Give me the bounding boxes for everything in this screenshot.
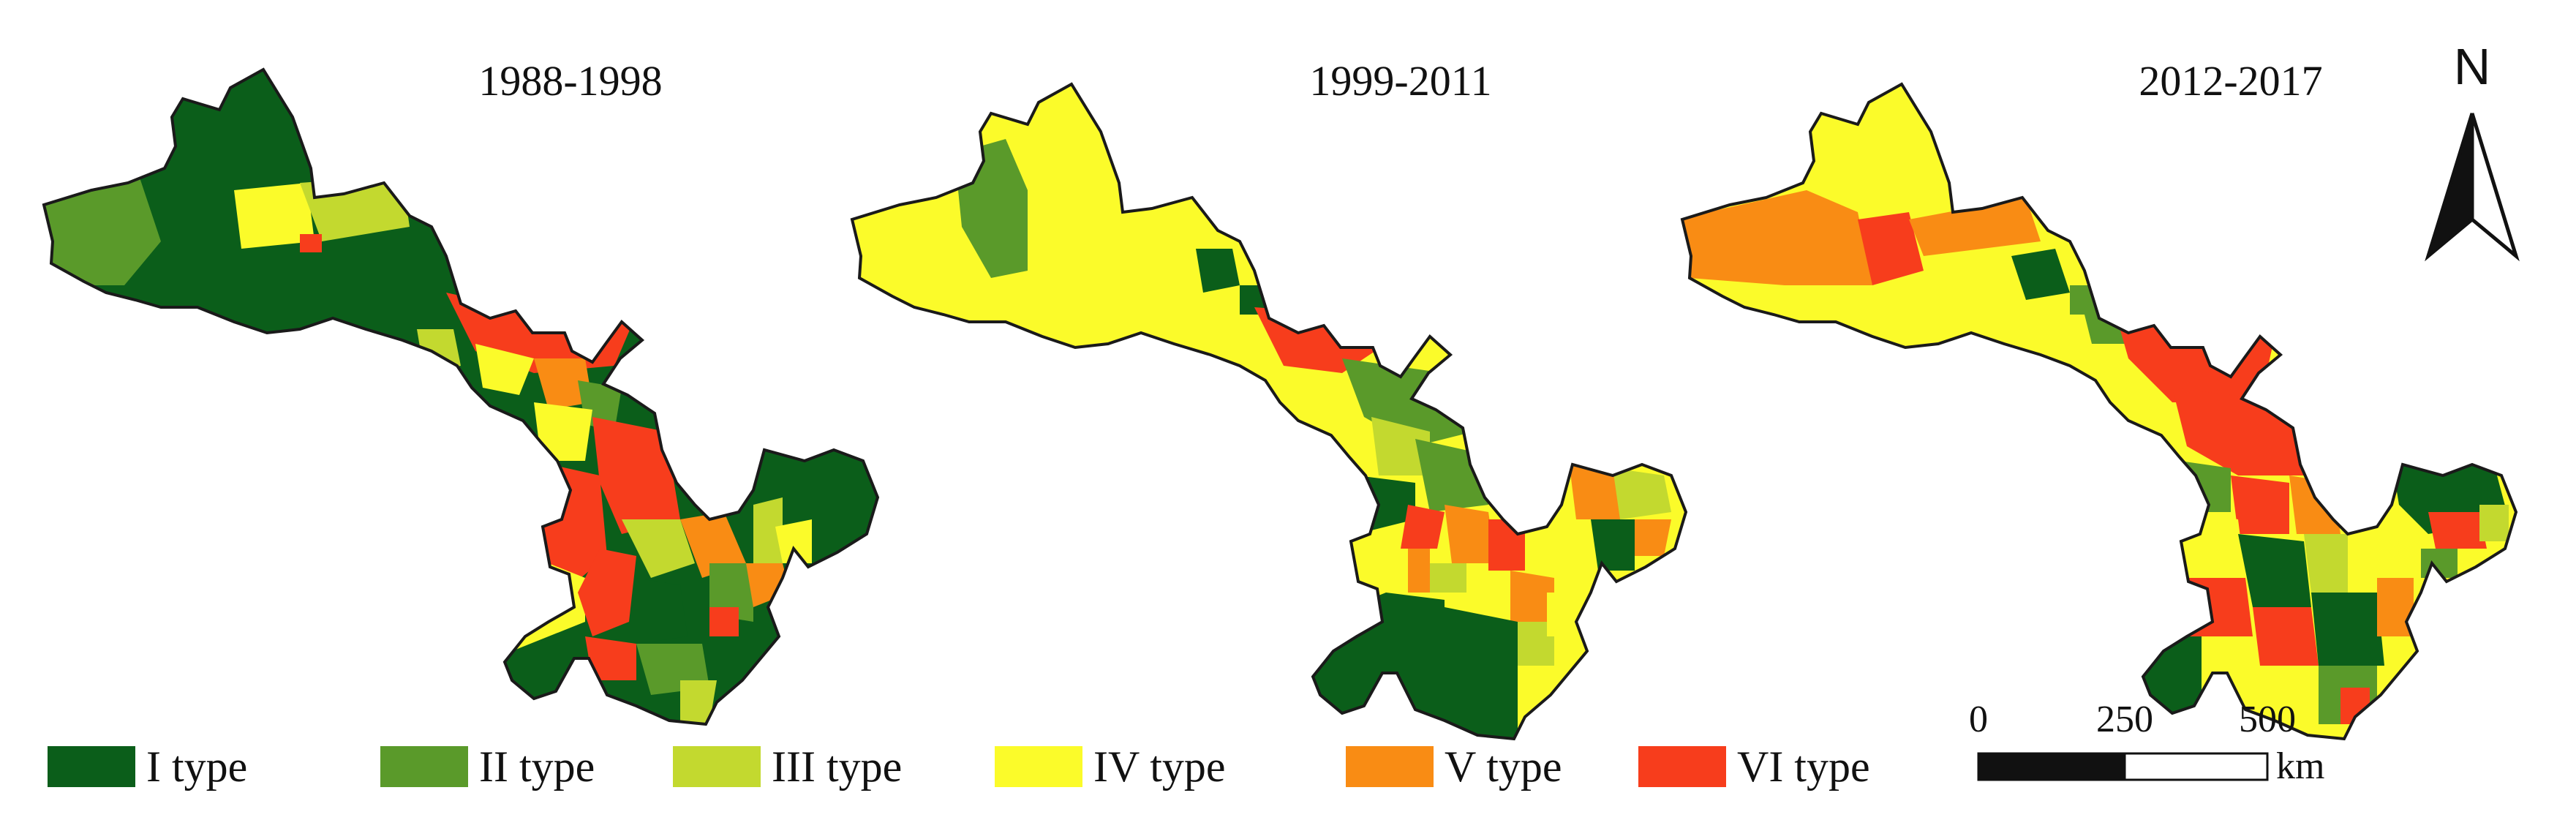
north-label: N [2454,38,2491,95]
legend: I type II type III type IV type V type VI typ… [48,742,1870,791]
legend-item: VI type [1638,742,1870,791]
legend-item: I type [48,742,247,791]
panel-title-2: 1999-2011 [1309,57,1491,105]
scale-bar: 0 250 500 km [1969,699,2324,787]
map-panel-1999-2011 [851,83,1687,740]
scale-unit: km [2276,745,2324,787]
north-arrow-icon [2425,113,2520,262]
map-panel-2012-2017 [1681,83,2517,740]
legend-swatch [1346,746,1434,787]
legend-label: V type [1445,742,1562,791]
region-fills [852,84,1686,739]
legend-swatch [995,746,1082,787]
scale-tick-0: 0 [1969,699,1988,740]
scale-segment-white [2123,752,2269,781]
legend-item: III type [673,742,902,791]
region-fills [44,69,878,724]
legend-label: III type [772,742,902,791]
scale-segment-black [1977,752,2126,781]
panel-title-1: 1988-1998 [478,57,662,105]
legend-label: VI type [1737,742,1870,791]
legend-swatch [380,746,468,787]
legend-swatch [48,746,135,787]
legend-label: II type [479,742,595,791]
legend-item: IV type [995,742,1226,791]
scale-tick-500: 500 [2239,699,2296,740]
legend-label: IV type [1093,742,1226,791]
region-fills [1682,84,2516,739]
legend-swatch [673,746,761,787]
legend-swatch [1638,746,1726,787]
legend-item: V type [1346,742,1562,791]
legend-label: I type [146,742,247,791]
map-panel-1988-1998 [42,68,879,726]
legend-item: II type [380,742,595,791]
north-arrow: N [2425,38,2520,262]
panel-title-3: 2012-2017 [2139,57,2322,105]
scale-tick-250: 250 [2096,699,2153,740]
